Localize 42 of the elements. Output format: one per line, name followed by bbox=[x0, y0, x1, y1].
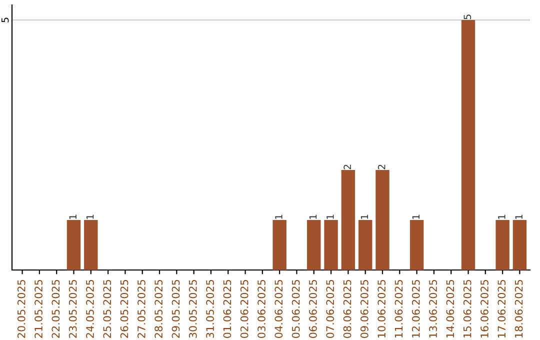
x-tick-label: 28.05.2025 bbox=[154, 280, 163, 338]
x-tick-label: 20.05.2025 bbox=[17, 280, 26, 338]
data-label: 1 bbox=[412, 214, 420, 219]
x-tick-label: 13.06.2025 bbox=[429, 280, 437, 338]
x-tick-label: 08.06.2025 bbox=[343, 280, 352, 338]
x-tick-label: 06.06.2025 bbox=[309, 280, 317, 338]
data-label: 1 bbox=[275, 214, 282, 219]
data-label: 1 bbox=[326, 214, 334, 219]
x-tick-label: 01.06.2025 bbox=[223, 280, 232, 338]
x-tick-label: 02.06.2025 bbox=[240, 280, 248, 338]
x-tick-label: 29.05.2025 bbox=[172, 280, 180, 338]
x-tick-label: 27.05.2025 bbox=[138, 280, 146, 338]
data-label: 1 bbox=[309, 214, 317, 219]
data-label: 1 bbox=[498, 214, 506, 219]
data-label: 5 bbox=[464, 14, 472, 20]
x-tick-label: 17.06.2025 bbox=[498, 280, 506, 338]
x-tick-label: 25.05.2025 bbox=[103, 280, 112, 338]
x-tick-label: 03.06.2025 bbox=[258, 280, 266, 338]
x-tick-label: 26.05.2025 bbox=[120, 280, 128, 338]
x-tick-label: 11.06.2025 bbox=[394, 280, 403, 338]
x-tick-label: 14.06.2025 bbox=[446, 280, 454, 338]
x-tick-label: 16.06.2025 bbox=[480, 280, 488, 338]
x-tick-label: 09.06.2025 bbox=[360, 280, 368, 338]
data-label: 1 bbox=[360, 214, 368, 219]
x-tick-label: 30.05.2025 bbox=[188, 280, 197, 338]
data-label: 1 bbox=[515, 214, 522, 219]
data-label: 1 bbox=[69, 214, 76, 219]
x-tick-label: 23.05.2025 bbox=[68, 280, 77, 338]
x-tick-label: 21.05.2025 bbox=[34, 280, 42, 338]
x-tick-label: 31.05.2025 bbox=[206, 280, 214, 338]
x-tick-label: 22.05.2025 bbox=[52, 280, 60, 338]
x-tick-label: 24.05.2025 bbox=[86, 280, 94, 338]
data-label: 2 bbox=[344, 164, 351, 170]
x-tick-label: 18.06.2025 bbox=[514, 280, 523, 338]
x-tick-label: 15.06.2025 bbox=[463, 280, 472, 338]
x-tick-label: 04.06.2025 bbox=[274, 280, 283, 338]
x-tick-label: 05.06.2025 bbox=[292, 280, 300, 338]
x-tick-label: 07.06.2025 bbox=[326, 280, 334, 338]
x-tick-label: 10.06.2025 bbox=[378, 280, 386, 338]
data-label: 2 bbox=[378, 164, 386, 170]
x-tick-label: 12.06.2025 bbox=[412, 280, 420, 338]
data-label: 1 bbox=[86, 214, 94, 219]
